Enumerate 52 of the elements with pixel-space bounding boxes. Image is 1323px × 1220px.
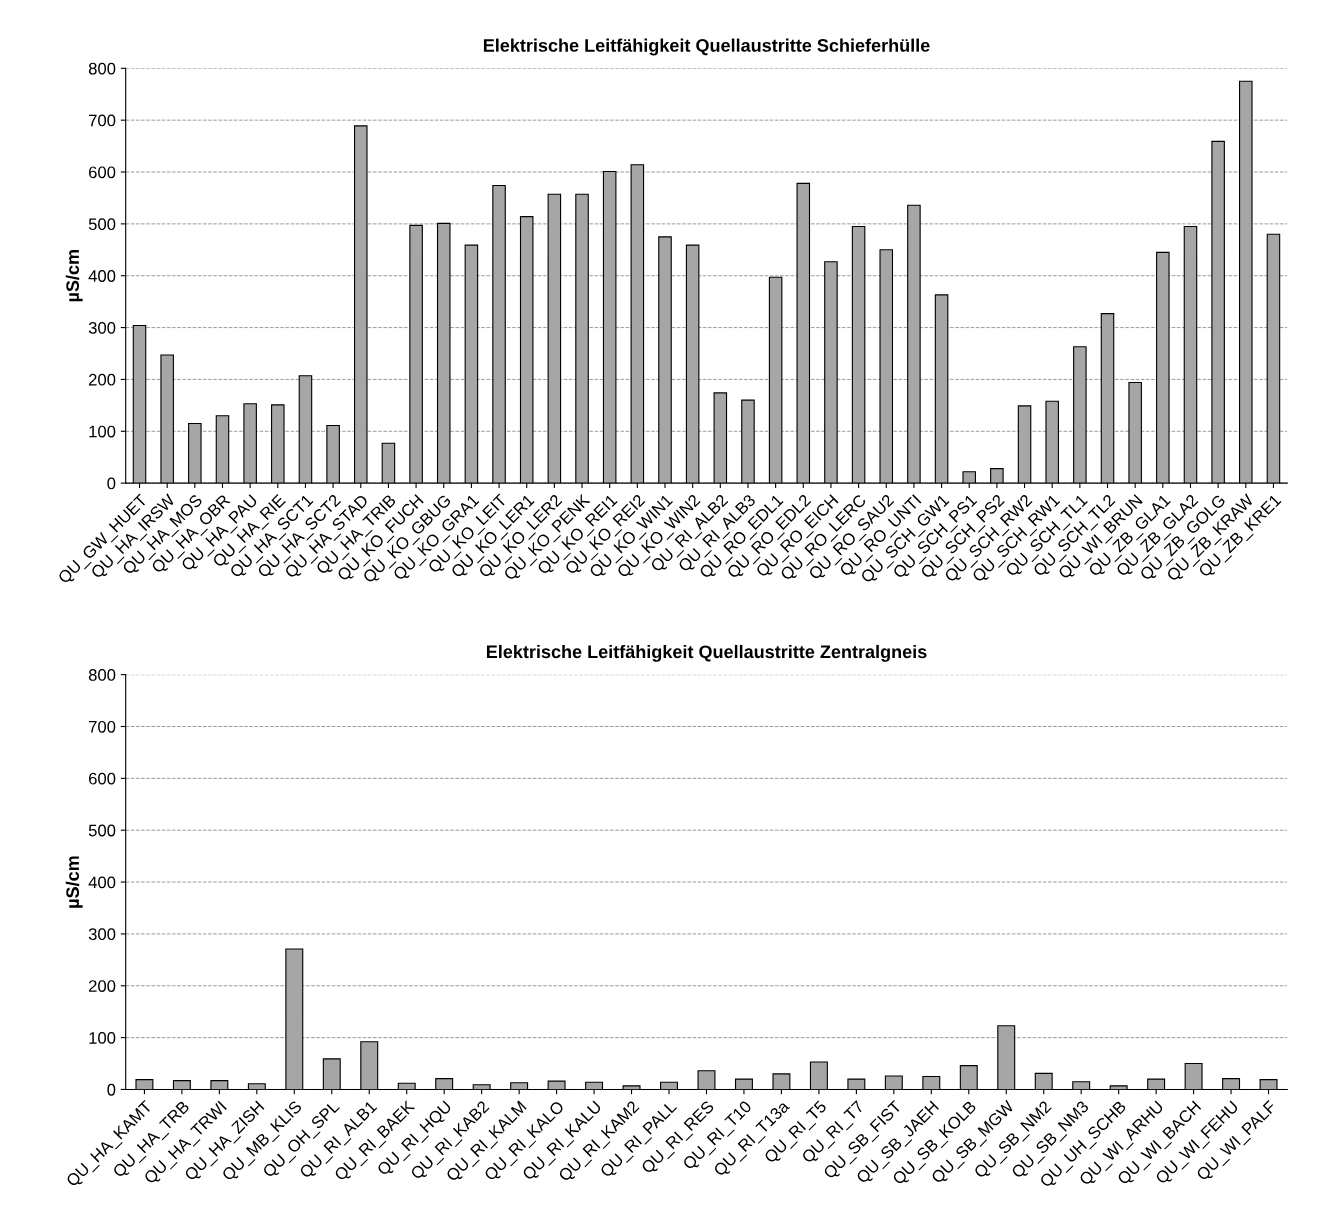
y-tick-label: 300: [88, 321, 116, 334]
y-tick-label: 500: [88, 218, 116, 231]
y-tick-label: 600: [89, 166, 116, 179]
bar: [1109, 1085, 1128, 1090]
bar: [1184, 1062, 1203, 1090]
chart-title: Elektrische Leitfähigkeit Quellaustritte Schieferhülle: [483, 38, 930, 56]
bar: [247, 1083, 266, 1090]
bar: [922, 1075, 941, 1090]
bar: [997, 1025, 1016, 1090]
y-tick-label: 100: [89, 1032, 116, 1044]
bar: [547, 1080, 566, 1090]
y-tick-label: 600: [89, 772, 116, 785]
bar: [1034, 1072, 1053, 1090]
bar: [959, 1065, 978, 1090]
y-tick-label: 700: [89, 720, 116, 733]
bar: [585, 1081, 604, 1090]
bar: [210, 1080, 229, 1090]
bar: [660, 1081, 678, 1090]
y-tick-label: 0: [107, 1083, 116, 1096]
bar: [172, 1080, 191, 1090]
bar: [322, 1058, 341, 1090]
bar: [435, 1078, 454, 1090]
bar: [1072, 1081, 1091, 1090]
bar: [510, 1082, 529, 1090]
y-axis-title: µS/cm: [65, 250, 83, 302]
bar: [135, 1079, 154, 1090]
bar: [697, 1070, 716, 1090]
bar: [360, 1041, 379, 1090]
y-tick-label: 100: [89, 425, 116, 438]
bar: [1259, 1079, 1278, 1090]
bar: [734, 1078, 753, 1090]
y-tick-label: 200: [89, 373, 116, 386]
y-axis-title: µS/cm: [65, 856, 83, 908]
y-tick-label: 400: [88, 270, 116, 282]
bar: [285, 948, 304, 1090]
y-tick-label: 800: [88, 62, 116, 75]
chart-title: Elektrische Leitfähigkeit Quellaustritte Zentralgneis: [486, 644, 927, 662]
bar: [809, 1061, 828, 1090]
y-tick-label: 800: [88, 669, 116, 681]
y-tick-label: 500: [88, 824, 116, 837]
y-tick-label: 400: [88, 876, 116, 889]
y-tick-label: 700: [89, 114, 116, 127]
bar: [847, 1078, 866, 1090]
bar: [622, 1085, 641, 1090]
bar: [1222, 1078, 1241, 1090]
bar: [1147, 1078, 1166, 1090]
bar: [884, 1075, 903, 1090]
y-tick-label: 0: [107, 477, 116, 490]
bar: [772, 1073, 791, 1090]
y-tick-label: 300: [88, 928, 116, 941]
bar: [472, 1084, 491, 1090]
y-tick-label: 200: [89, 980, 116, 992]
